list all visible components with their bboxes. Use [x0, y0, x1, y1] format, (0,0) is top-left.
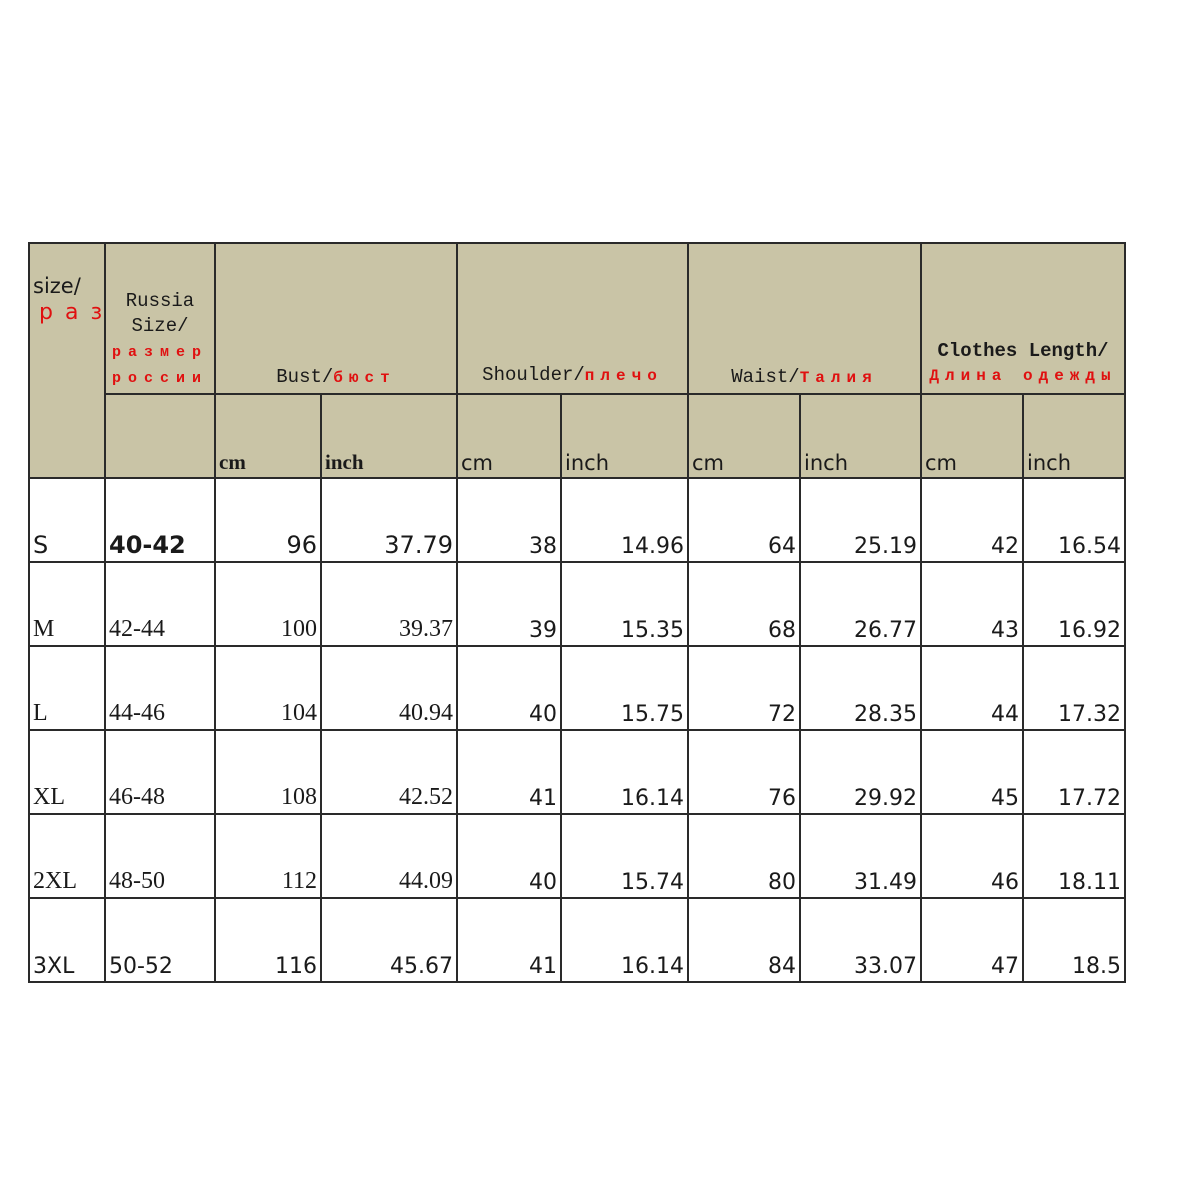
- header-russia-size: Russia Size/размер россии: [104, 242, 216, 395]
- cell-shoulder-cm: 41: [456, 897, 562, 983]
- cell-waist-cm: 84: [687, 897, 801, 983]
- table-row: 2XL 48-50 112 44.09 40 15.74 80 31.49 46 18.11: [28, 813, 1126, 899]
- cell-length-in: 16.92: [1022, 561, 1126, 647]
- cell-length-cm: 47: [920, 897, 1024, 983]
- cell-size: 3XL: [28, 897, 106, 983]
- cell-shoulder-in: 15.74: [560, 813, 689, 899]
- table-row: L 44-46 104 40.94 40 15.75 72 28.35 44 17.32: [28, 645, 1126, 731]
- table-row: S 40-42 96 37.79 38 14.96 64 25.19 42 16.54: [28, 477, 1126, 563]
- cell-shoulder-cm: 39: [456, 561, 562, 647]
- cell-size: XL: [28, 729, 106, 815]
- unit-shoulder-cm: cm: [456, 393, 562, 479]
- header-waist-en: Waist/: [731, 366, 800, 388]
- cell-russia: 44-46: [104, 645, 216, 731]
- header-length-ru: Длина одежды: [929, 367, 1117, 385]
- cell-length-cm: 46: [920, 813, 1024, 899]
- cell-shoulder-cm: 41: [456, 729, 562, 815]
- cell-length-in: 16.54: [1022, 477, 1126, 563]
- table-row: XL 46-48 108 42.52 41 16.14 76 29.92 45 17.72: [28, 729, 1126, 815]
- cell-size: L: [28, 645, 106, 731]
- header-bust-en: Bust/: [276, 366, 334, 388]
- unit-length-cm: cm: [920, 393, 1024, 479]
- header-waist-ru: Талия: [799, 369, 878, 387]
- cell-length-in: 18.5: [1022, 897, 1126, 983]
- cell-bust-in: 44.09: [320, 813, 458, 899]
- cell-shoulder-in: 15.35: [560, 561, 689, 647]
- cell-bust-cm: 100: [214, 561, 322, 647]
- cell-bust-cm: 108: [214, 729, 322, 815]
- header-shoulder-ru: плечо: [584, 367, 663, 385]
- cell-size: 2XL: [28, 813, 106, 899]
- cell-bust-in: 45.67: [320, 897, 458, 983]
- cell-length-cm: 44: [920, 645, 1024, 731]
- size-chart-table: size/ размер Russia Size/размер россии B…: [28, 242, 1126, 983]
- cell-waist-cm: 80: [687, 813, 801, 899]
- unit-shoulder-inch: inch: [560, 393, 689, 479]
- cell-bust-cm: 104: [214, 645, 322, 731]
- cell-waist-cm: 68: [687, 561, 801, 647]
- header-bust-ru: бюст: [333, 369, 396, 387]
- header-bust: Bust/бюст: [214, 242, 458, 395]
- header-russia-ru: размер россии: [111, 344, 208, 387]
- cell-waist-in: 33.07: [799, 897, 922, 983]
- cell-bust-cm: 112: [214, 813, 322, 899]
- cell-shoulder-in: 14.96: [560, 477, 689, 563]
- header-size-ru: размер: [39, 300, 103, 325]
- cell-russia: 40-42: [104, 477, 216, 563]
- cell-bust-in: 37.79: [320, 477, 458, 563]
- cell-russia: 50-52: [104, 897, 216, 983]
- cell-size: M: [28, 561, 106, 647]
- cell-waist-in: 28.35: [799, 645, 922, 731]
- table-row: M 42-44 100 39.37 39 15.35 68 26.77 43 16.92: [28, 561, 1126, 647]
- cell-shoulder-cm: 38: [456, 477, 562, 563]
- cell-waist-in: 25.19: [799, 477, 922, 563]
- unit-waist-cm: cm: [687, 393, 801, 479]
- cell-size: S: [28, 477, 106, 563]
- cell-shoulder-cm: 40: [456, 813, 562, 899]
- header-size-en: size/: [33, 274, 81, 298]
- cell-russia: 42-44: [104, 561, 216, 647]
- cell-shoulder-in: 15.75: [560, 645, 689, 731]
- header-shoulder-en: Shoulder/: [482, 364, 585, 386]
- unit-length-inch: inch: [1022, 393, 1126, 479]
- cell-bust-in: 39.37: [320, 561, 458, 647]
- cell-shoulder-cm: 40: [456, 645, 562, 731]
- cell-waist-in: 26.77: [799, 561, 922, 647]
- cell-bust-cm: 116: [214, 897, 322, 983]
- cell-length-in: 18.11: [1022, 813, 1126, 899]
- header-length: Clothes Length/ Длина одежды: [920, 242, 1126, 395]
- cell-shoulder-in: 16.14: [560, 729, 689, 815]
- cell-waist-cm: 76: [687, 729, 801, 815]
- cell-waist-cm: 64: [687, 477, 801, 563]
- cell-waist-cm: 72: [687, 645, 801, 731]
- cell-length-in: 17.72: [1022, 729, 1126, 815]
- cell-shoulder-in: 16.14: [560, 897, 689, 983]
- unit-empty: [104, 393, 216, 479]
- cell-length-cm: 42: [920, 477, 1024, 563]
- cell-length-in: 17.32: [1022, 645, 1126, 731]
- header-row: size/ размер Russia Size/размер россии B…: [28, 242, 1126, 479]
- header-length-en: Clothes Length/: [937, 340, 1109, 362]
- header-shoulder: Shoulder/плечо: [456, 242, 689, 395]
- cell-waist-in: 29.92: [799, 729, 922, 815]
- cell-bust-in: 40.94: [320, 645, 458, 731]
- cell-length-cm: 43: [920, 561, 1024, 647]
- cell-waist-in: 31.49: [799, 813, 922, 899]
- unit-bust-cm: cm: [214, 393, 322, 479]
- cell-bust-in: 42.52: [320, 729, 458, 815]
- header-russia-en: Russia Size/: [125, 290, 195, 337]
- table-row: 3XL 50-52 116 45.67 41 16.14 84 33.07 47 18.5: [28, 897, 1126, 983]
- unit-bust-inch: inch: [320, 393, 458, 479]
- header-waist: Waist/Талия: [687, 242, 922, 395]
- cell-length-cm: 45: [920, 729, 1024, 815]
- unit-row: cm inch cm inch cm inch cm inch: [29, 393, 1126, 479]
- cell-russia: 48-50: [104, 813, 216, 899]
- unit-waist-inch: inch: [799, 393, 922, 479]
- cell-russia: 46-48: [104, 729, 216, 815]
- cell-bust-cm: 96: [214, 477, 322, 563]
- header-size: size/ размер: [28, 242, 106, 479]
